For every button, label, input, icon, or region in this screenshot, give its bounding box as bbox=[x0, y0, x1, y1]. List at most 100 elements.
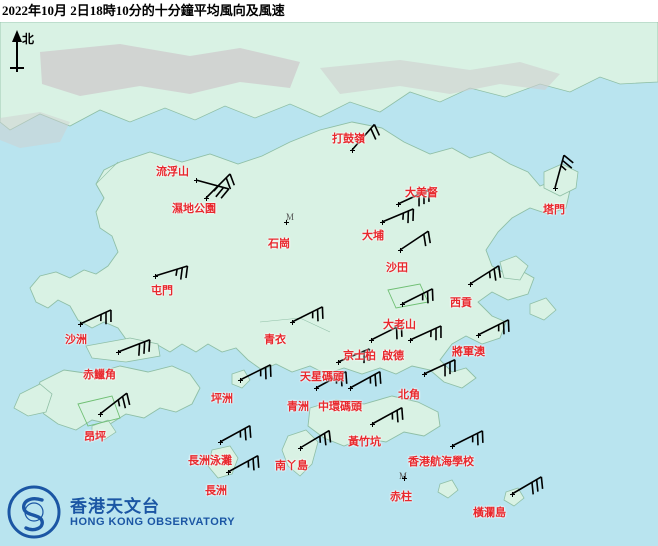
station-label: 中環碼頭 bbox=[318, 401, 362, 413]
station-marker bbox=[290, 320, 295, 325]
station-label: 西貢 bbox=[450, 297, 472, 309]
wind-barb bbox=[195, 179, 230, 199]
station-label: 赤柱 bbox=[390, 491, 412, 503]
station-marker bbox=[350, 148, 355, 153]
station-marker bbox=[298, 446, 303, 451]
station-label: 打鼓嶺 bbox=[332, 133, 365, 145]
station-marker bbox=[204, 196, 209, 201]
station-marker bbox=[402, 476, 407, 481]
station-label: 京士柏 bbox=[343, 350, 376, 362]
map-geography bbox=[0, 22, 658, 546]
station-label: 啟德 bbox=[382, 350, 404, 362]
station-marker bbox=[468, 282, 473, 287]
station-label: 黃竹坑 bbox=[348, 436, 381, 448]
station-label: 塔門 bbox=[543, 204, 565, 216]
station-marker bbox=[476, 333, 481, 338]
wind-barb bbox=[381, 208, 415, 224]
wind-barb bbox=[351, 123, 381, 151]
hko-logo: 香港天文台 HONG KONG OBSERVATORY bbox=[6, 484, 256, 540]
station-marker bbox=[194, 178, 199, 183]
north-arrow: 北 bbox=[6, 28, 36, 74]
wind-barb bbox=[337, 348, 371, 364]
station-marker bbox=[98, 412, 103, 417]
map-annotation: M bbox=[399, 471, 408, 481]
station-marker bbox=[370, 422, 375, 427]
station-marker bbox=[314, 386, 319, 391]
station-label: 青洲 bbox=[287, 401, 309, 413]
wind-barb bbox=[291, 306, 324, 323]
wind-barb bbox=[409, 325, 442, 341]
wind-barb bbox=[299, 429, 332, 449]
station-label: 沙田 bbox=[386, 262, 408, 274]
wind-barb bbox=[399, 230, 432, 251]
station-label: 大埔 bbox=[362, 230, 384, 242]
wind-barb bbox=[469, 265, 502, 285]
wind-barb bbox=[79, 309, 112, 325]
station-label: 天星碼頭 bbox=[300, 371, 344, 383]
station-marker bbox=[336, 360, 341, 365]
wind-barb-layer bbox=[79, 123, 574, 495]
station-marker bbox=[400, 302, 405, 307]
logo-text-zh: 香港天文台 bbox=[70, 497, 160, 516]
wind-barb bbox=[397, 189, 430, 207]
wind-barb bbox=[401, 288, 434, 305]
page-title: 2022年10月 2日18時10分的十分鐘平均風向及風速 bbox=[0, 0, 658, 22]
north-arrow-label: 北 bbox=[22, 32, 35, 46]
station-marker bbox=[510, 492, 515, 497]
station-label: 濕地公園 bbox=[172, 203, 216, 215]
station-marker bbox=[78, 322, 83, 327]
station-label: 長洲 bbox=[205, 485, 227, 497]
station-label: 香港航海學校 bbox=[408, 456, 474, 468]
logo-text-en: HONG KONG OBSERVATORY bbox=[70, 516, 236, 528]
station-marker bbox=[218, 440, 223, 445]
wind-barb bbox=[154, 265, 189, 280]
map-annotation: M bbox=[286, 212, 295, 222]
station-marker bbox=[116, 350, 121, 355]
wind-barb bbox=[239, 364, 272, 381]
station-marker bbox=[553, 186, 558, 191]
wind-barb bbox=[219, 425, 252, 443]
wind-barb bbox=[349, 371, 382, 389]
wind-barb bbox=[99, 392, 131, 415]
wind-barb bbox=[227, 455, 260, 473]
station-label: 北角 bbox=[398, 389, 420, 401]
station-label: 赤鱲角 bbox=[83, 369, 116, 381]
station-marker bbox=[348, 386, 353, 391]
station-label: 橫瀾島 bbox=[473, 507, 506, 519]
station-marker bbox=[408, 338, 413, 343]
station-marker bbox=[422, 372, 427, 377]
station-label: 將軍澳 bbox=[452, 346, 485, 358]
station-label: 昂坪 bbox=[84, 431, 106, 443]
station-label: 屯門 bbox=[151, 285, 173, 297]
station-marker bbox=[450, 444, 455, 449]
station-label: 大美督 bbox=[405, 187, 438, 199]
station-label: 流浮山 bbox=[156, 166, 189, 178]
station-marker bbox=[398, 248, 403, 253]
wind-barb bbox=[371, 407, 404, 425]
wind-map: 打鼓嶺流浮山濕地公園 大美督塔門石崗 大埔沙田屯門西貢沙洲 大老山赤鱲角 青衣京士柏 啟德… bbox=[0, 22, 658, 546]
hko-logo-icon bbox=[7, 485, 61, 539]
wind-barb bbox=[554, 154, 574, 189]
station-label: 長洲泳灘 bbox=[188, 455, 232, 467]
wind-barb bbox=[117, 339, 151, 356]
wind-barb bbox=[315, 371, 348, 389]
station-marker bbox=[153, 274, 158, 279]
wind-barb bbox=[451, 430, 484, 447]
station-marker bbox=[284, 220, 289, 225]
wind-barb bbox=[511, 476, 544, 495]
station-label: 南丫島 bbox=[275, 460, 308, 472]
station-marker bbox=[238, 378, 243, 383]
wind-barb bbox=[423, 359, 456, 377]
station-label: 沙洲 bbox=[65, 334, 87, 346]
station-marker bbox=[226, 470, 231, 475]
station-marker bbox=[396, 202, 401, 207]
station-label: 大老山 bbox=[383, 319, 416, 331]
station-label: 青衣 bbox=[264, 334, 286, 346]
station-label: 坪洲 bbox=[211, 393, 233, 405]
wind-barb bbox=[477, 319, 510, 336]
wind-barb bbox=[370, 324, 403, 341]
station-marker bbox=[380, 220, 385, 225]
wind-barb bbox=[205, 173, 236, 199]
station-marker bbox=[369, 338, 374, 343]
station-label: 石崗 bbox=[268, 238, 290, 250]
